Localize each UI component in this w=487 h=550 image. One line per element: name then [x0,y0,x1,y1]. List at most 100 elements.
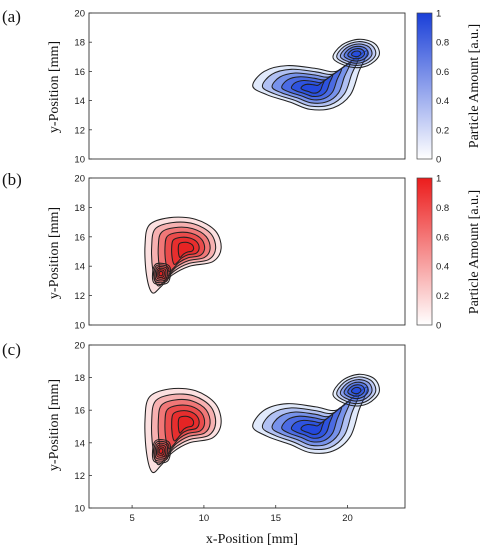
panel-a-cluster-2-contour-level-3 [339,43,373,64]
panel-a: (a) y-Position [mm] 10 12 14 16 18 20 0 0.2 0.4… [2,7,482,166]
panel-c-cluster-1-contour-level-6 [177,415,195,434]
panel-c-cluster-3-fill-level-6 [300,421,325,435]
panel-a-colorbar: 0 0.2 0.4 0.6 0.8 1 Particle Amount [a.u.] [416,9,482,166]
panel-b-ytick-label: 12 [74,291,85,302]
panel-b-colorbar-label: Particle Amount [a.u.] [467,190,482,314]
panel-a-ytick-label: 18 [74,38,85,49]
panel-a-colorbar-ticks: 0 0.2 0.4 0.6 0.8 1 [436,9,449,166]
panel-b-colorbar-tick-label: 0.4 [436,262,449,273]
panel-c-cluster-1-contour-level-5 [171,410,200,442]
panel-a-cluster-1-contour-level-4 [281,68,343,101]
panel-b-cluster-2-contour-level-3 [154,266,168,282]
panel-b-ylabel: y-Position [mm] [47,207,62,299]
panel-a-cluster-1-contour-level-3 [271,62,351,104]
panel-b-colorbar: 0 0.2 0.4 0.6 0.8 1 Particle Amount [a.u.] [416,174,482,332]
panel-c-xtick-label: 10 [199,513,210,524]
panel-b-ytick-label: 18 [74,203,85,214]
panel-b-cluster-1-contour-level-1 [144,216,222,294]
panel-b-cluster-2-contour-level-5 [157,269,165,279]
panel-a-cluster-1-contour-level-5 [290,74,334,98]
panel-c-x-axis: 5 10 15 20 [129,505,353,524]
panel-c-cluster-4-fill-level-6 [351,387,361,394]
panel-a-frame [88,12,406,160]
panel-c-ytick-label: 12 [74,471,85,482]
panel-a-cluster-2-contour-level-4 [343,45,369,62]
panel-b-ytick-label: 10 [74,321,85,332]
panel-c-cluster-2-contour-level-3 [154,442,168,460]
panel-a-colorbar-tick-label: 0.2 [436,125,449,136]
panel-c-xtick-label: 5 [129,513,134,524]
panel-c-cluster-1-contour-level-4 [164,404,206,450]
panel-c-ylabel: y-Position [mm] [47,379,62,471]
panel-c-cluster-3-contour-level-5 [290,413,334,439]
panel-a-ytick-label: 12 [74,125,85,136]
panel-b-colorbar-tick-label: 0 [436,321,441,332]
panel-b-plot-area [144,216,222,294]
panel-a-colorbar-tick-label: 0.8 [436,38,449,49]
panel-c-xtick-label: 20 [342,513,353,524]
panel-b-cluster-2-contour-level-1 [151,262,172,286]
panel-a-ytick-label: 10 [74,155,85,166]
panel-c-y-axis: 10 12 14 16 18 20 [74,341,92,515]
panel-a-y-axis: 10 12 14 16 18 20 [74,9,92,166]
panel-c-cluster-2-contour-level-6 [158,448,164,454]
panel-b-cluster-2-contour-level-2 [153,264,170,284]
panel-c-ytick-label: 20 [74,341,85,352]
panel-c-cluster-1-fill-level-6 [178,416,194,434]
panel-b: (b) y-Position [mm] 10 12 14 16 18 20 0 0.2 0.4… [2,170,482,332]
panel-a-cluster-2-contour-level-2 [336,41,377,66]
panel-c-cluster-3-contour-level-6 [300,420,325,435]
panel-b-cluster-2-contour-level-6 [158,270,164,277]
panel-b-cluster-1-contour-level-4 [164,231,206,273]
panel-b-colorbar-ticks: 0 0.2 0.4 0.6 0.8 1 [436,174,449,332]
panel-b-frame [88,177,406,326]
panel-b-colorbar-tick-label: 0.2 [436,291,449,302]
panel-b-cluster-1-contour-level-5 [171,236,200,266]
panel-c-cluster-2-fill-level-6 [159,448,163,454]
panel-b-cluster-2-contour-level-4 [155,267,167,280]
panel-a-colorbar-tick-label: 0 [436,155,441,166]
panel-a-cluster-1-contour-level-6 [300,80,325,94]
panel-a-ylabel: y-Position [mm] [47,41,62,133]
panel-b-ytick-label: 16 [74,232,85,243]
panel-b-ytick-label: 14 [74,262,85,273]
panel-a-cluster-2-contour-level-6 [351,50,362,58]
panel-a-colorbar-gradient [416,12,433,160]
panel-a-plot-area [252,38,380,111]
panel-c-cluster-2-contour-level-4 [155,444,167,458]
panel-c-cluster-4-contour-level-4 [343,381,369,400]
panel-c: (c) y-Position [mm] 10 12 14 16 18 20 5 10 15 20… [2,340,406,547]
panel-c-cluster-3-contour-level-4 [281,406,343,443]
panel-a-cluster-2-fill-level-6 [351,50,361,57]
panel-b-cluster-1-contour-level-6 [177,241,195,259]
panel-c-ytick-label: 16 [74,406,85,417]
panel-c-cluster-4-contour-level-6 [351,386,362,395]
panel-a-cluster-2-contour-level-1 [332,38,380,69]
panel-c-cluster-4-contour-level-3 [339,379,373,402]
panel-b-cluster-2-fill-level-6 [159,271,163,276]
panel-c-cluster-4-contour-level-1 [332,373,380,407]
panel-c-cluster-4-contour-level-5 [347,384,366,397]
panel-c-ytick-label: 10 [74,504,85,515]
panel-c-xtick-label: 15 [270,513,281,524]
panel-b-colorbar-gradient [416,177,433,326]
panel-b-colorbar-tick-label: 0.6 [436,232,449,243]
panel-a-cluster-2-contour-level-5 [347,48,366,60]
panel-c-frame [88,344,406,509]
panel-b-colorbar-tick-label: 0.8 [436,203,449,214]
panel-c-ytick-label: 18 [74,373,85,384]
panel-c-cluster-2-contour-level-2 [153,440,170,462]
panel-a-cluster-1-fill-level-6 [300,81,325,94]
panel-b-y-axis: 10 12 14 16 18 20 [74,174,92,332]
panel-a-ytick-label: 14 [74,96,85,107]
panel-c-label: (c) [2,340,21,359]
panel-a-ytick-label: 16 [74,67,85,78]
panel-a-colorbar-tick-label: 0.4 [436,96,449,107]
panel-c-cluster-1-contour-level-1 [144,387,222,474]
panel-c-cluster-2-contour-level-1 [151,438,172,464]
panel-c-cluster-2-contour-level-5 [157,446,165,456]
panel-a-ytick-label: 20 [74,9,85,20]
panel-a-colorbar-tick-label: 0.6 [436,67,449,78]
panel-b-cluster-1-fill-level-6 [178,242,194,258]
